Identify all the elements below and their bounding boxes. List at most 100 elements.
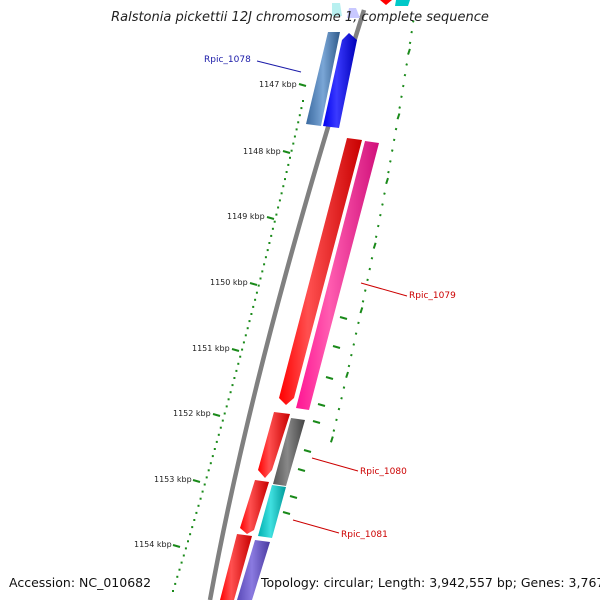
ring-dot xyxy=(332,429,336,432)
ring-dot xyxy=(290,149,293,152)
ring-dot xyxy=(366,278,369,282)
gene-rpic-1080-red[interactable] xyxy=(258,412,290,478)
ring-dot xyxy=(340,396,343,400)
gene-rpic-1080-gray[interactable] xyxy=(273,418,305,486)
ring-dot xyxy=(215,440,218,443)
ring-dot xyxy=(293,135,296,138)
ring-dot xyxy=(401,84,405,88)
scale-tick-label-1147: 1147 kbp xyxy=(259,80,297,89)
scale-tick-label-1150: 1150 kbp xyxy=(210,278,248,287)
ring-dot xyxy=(182,554,185,557)
ring-dot xyxy=(191,526,194,529)
gene-rpic-1078-inner[interactable] xyxy=(306,32,340,126)
ring-dot xyxy=(379,213,382,217)
gene-feature-top-lavender[interactable] xyxy=(347,8,360,18)
ring-dot xyxy=(235,369,238,372)
gene-label-rpic-1080[interactable]: Rpic_1080 xyxy=(360,467,407,477)
ring-dot xyxy=(244,334,247,337)
ring-dot xyxy=(381,203,384,206)
outer-scale-tick xyxy=(332,345,341,349)
ring-dot xyxy=(372,242,377,249)
gene-label-rpic-1079[interactable]: Rpic_1079 xyxy=(409,291,456,301)
backbone-highlight xyxy=(214,9,370,600)
ring-dot xyxy=(295,128,298,131)
scale-tick-mark xyxy=(298,83,307,87)
outer-scale-tick xyxy=(325,376,334,380)
ring-dot xyxy=(201,490,204,493)
ring-dot xyxy=(184,547,187,550)
ring-dot xyxy=(180,561,183,564)
ring-dot xyxy=(223,412,226,415)
ring-dot xyxy=(225,405,228,408)
scale-tick-label-1149: 1149 kbp xyxy=(227,212,265,221)
ring-dot xyxy=(398,106,401,109)
ring-dot xyxy=(233,377,236,379)
ring-dot xyxy=(273,220,276,223)
scale-tick-label-1154: 1154 kbp xyxy=(134,540,172,549)
gene-label-rpic-1081[interactable]: Rpic_1081 xyxy=(341,530,388,540)
label-line-rpic-1081 xyxy=(292,519,340,534)
gene-rpic-1081-cyan[interactable] xyxy=(258,485,286,538)
ring-dot xyxy=(361,300,365,303)
ring-dot xyxy=(354,332,358,335)
gene-rpic-1079-pink[interactable] xyxy=(296,141,379,410)
ring-dot xyxy=(193,519,196,521)
outer-scale-tick xyxy=(317,403,326,407)
ring-dot xyxy=(270,234,273,237)
ring-dot xyxy=(383,192,386,195)
gene-feature-top-cyan[interactable] xyxy=(332,3,342,16)
ring-dot xyxy=(221,419,224,422)
ring-dot xyxy=(174,582,177,585)
ring-dot xyxy=(410,30,413,34)
ring-dot xyxy=(197,504,200,507)
ring-dot xyxy=(345,371,349,379)
gene-label-rpic-1078[interactable]: Rpic_1078 xyxy=(204,55,251,65)
ring-dot xyxy=(337,407,341,411)
ring-dot xyxy=(203,483,206,486)
gene-rpic-1081-red[interactable] xyxy=(240,480,269,534)
ring-dot xyxy=(411,20,415,23)
map-title: Ralstonia pickettii 12J chromosome 1, co… xyxy=(111,10,489,25)
ring-dot xyxy=(239,355,242,358)
ring-dot xyxy=(374,235,378,239)
gene-rpic-1078-outer[interactable] xyxy=(323,33,357,128)
label-line-rpic-1078 xyxy=(256,60,302,73)
ring-dot xyxy=(176,575,179,578)
ring-dot xyxy=(266,249,269,252)
ring-dot xyxy=(254,298,257,301)
gene-bottom-red[interactable] xyxy=(220,534,252,600)
ring-dot xyxy=(389,160,392,163)
ring-dot xyxy=(300,107,303,110)
ring-dot xyxy=(189,533,192,536)
ring-dot xyxy=(289,156,291,159)
gene-feature-top-teal[interactable] xyxy=(395,0,410,6)
scale-tick-label-1148: 1148 kbp xyxy=(243,147,281,156)
ring-dot xyxy=(250,313,253,315)
ring-dot xyxy=(298,114,301,117)
outer-scale-tick xyxy=(282,511,291,515)
scale-tick-label-1152: 1152 kbp xyxy=(173,409,211,418)
gene-bottom-purple[interactable] xyxy=(237,540,270,600)
ring-dot xyxy=(400,95,403,99)
ring-dot xyxy=(285,171,288,173)
ring-dot xyxy=(275,213,278,216)
ring-dot xyxy=(368,267,372,271)
outer-scale-tick xyxy=(312,420,321,424)
label-line-rpic-1079 xyxy=(360,282,408,297)
ring-dot xyxy=(292,142,295,145)
ring-dot xyxy=(209,462,212,465)
scale-tick-mark xyxy=(212,413,221,417)
ring-dot xyxy=(350,353,353,357)
scale-tick-mark xyxy=(192,479,201,483)
ring-dot xyxy=(242,341,245,344)
ring-dot xyxy=(347,364,351,368)
sequence-summary-text: Topology: circular; Length: 3,942,557 bp… xyxy=(261,575,600,590)
ring-dot xyxy=(364,289,367,292)
gene-feature-top-red[interactable] xyxy=(380,0,392,5)
gene-rpic-1079-red[interactable] xyxy=(279,138,362,405)
ring-dot xyxy=(342,386,346,389)
ring-dot xyxy=(178,568,181,571)
accession-text: Accession: NC_010682 xyxy=(9,575,152,590)
scale-tick-label-1151: 1151 kbp xyxy=(192,344,230,353)
ring-dot xyxy=(387,170,390,174)
